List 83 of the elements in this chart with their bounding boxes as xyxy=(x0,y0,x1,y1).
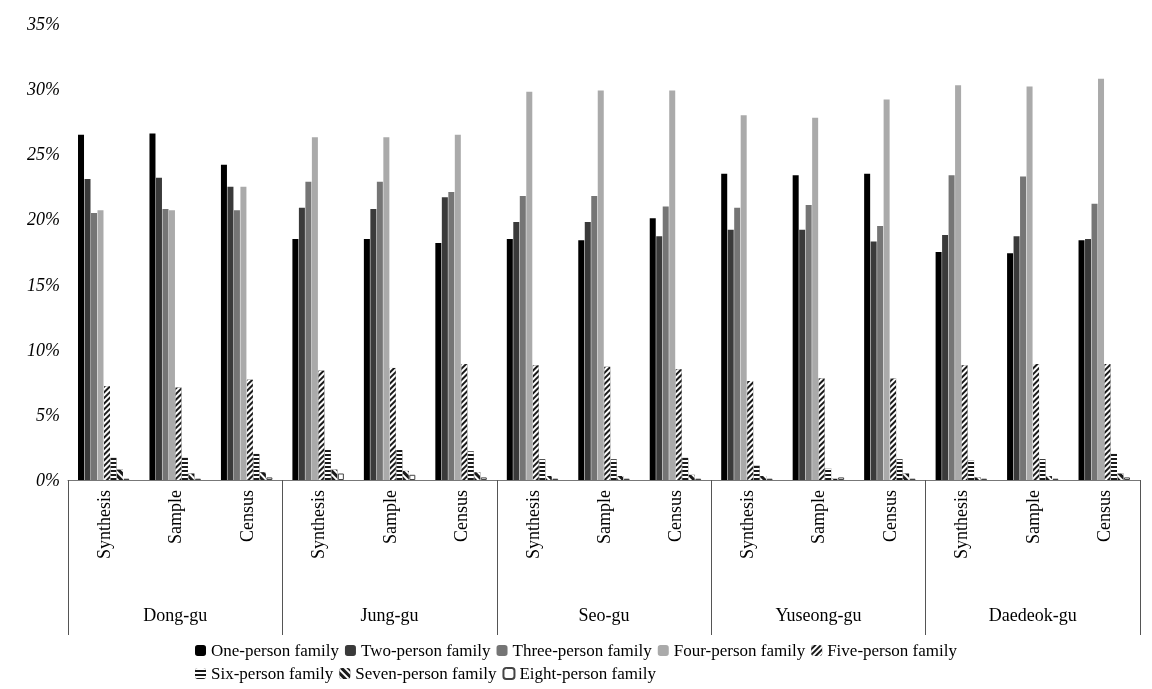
x-tick-label: Sample xyxy=(1022,490,1043,544)
y-tick-label: 35% xyxy=(26,14,60,34)
y-tick-label: 25% xyxy=(27,144,60,165)
bar xyxy=(578,240,585,480)
x-tick-label: Sample xyxy=(594,490,614,544)
bar xyxy=(1098,78,1105,480)
legend-label: Two-person family xyxy=(360,641,492,660)
bar xyxy=(292,238,299,480)
bar xyxy=(454,134,461,480)
bar xyxy=(584,222,591,480)
y-tick-label: 15% xyxy=(27,274,60,295)
bar xyxy=(311,137,318,480)
x-tick-label: Census xyxy=(879,490,900,543)
x-tick-label: Census xyxy=(451,490,472,543)
x-tick-label: Sample xyxy=(808,490,829,544)
bar xyxy=(155,177,162,480)
x-tick-label: Census xyxy=(1094,490,1115,543)
bar xyxy=(298,207,305,480)
bar xyxy=(240,186,247,480)
x-tick-label: Synthesis xyxy=(951,490,972,560)
x-tick-label: Synthesis xyxy=(93,490,114,560)
x-tick-label: Census xyxy=(236,490,257,543)
bar xyxy=(1007,253,1014,480)
bar xyxy=(1078,240,1085,480)
text: Jung-gu xyxy=(360,605,419,625)
bar xyxy=(84,179,91,480)
text: Seo-gu xyxy=(578,605,630,625)
bar xyxy=(812,117,819,480)
bar xyxy=(799,229,806,480)
bar xyxy=(168,210,175,480)
bar xyxy=(149,133,156,480)
x-tick-label: Census xyxy=(665,490,686,543)
y-tick-label: 0% xyxy=(36,470,60,490)
bar xyxy=(383,137,390,480)
bar xyxy=(649,218,656,480)
x-tick-label: Sample xyxy=(165,490,186,544)
legend-label: Five-person family xyxy=(827,641,958,660)
bar xyxy=(721,173,728,480)
bar xyxy=(441,197,448,480)
bar xyxy=(1013,236,1020,480)
x-tick-label: Synthesis xyxy=(522,490,543,560)
legend-label: Six-person family xyxy=(211,664,334,683)
legend-label: Four-person family xyxy=(673,641,806,660)
legend-label: Seven-person family xyxy=(355,664,497,683)
bar xyxy=(740,115,747,480)
text: Dong-gu xyxy=(143,605,208,625)
x-tick-label: Synthesis xyxy=(308,490,329,560)
y-tick-label: 10% xyxy=(27,339,60,360)
bar xyxy=(227,186,234,480)
bar xyxy=(337,473,344,480)
bar xyxy=(526,91,533,480)
text: Daedeok-gu xyxy=(988,605,1077,625)
legend-label: Eight-person family xyxy=(519,664,657,683)
bar xyxy=(669,90,676,480)
bar xyxy=(955,85,962,480)
bar xyxy=(870,241,877,480)
bar xyxy=(597,90,604,480)
bar xyxy=(363,238,370,480)
legend-label: Three-person family xyxy=(512,641,653,660)
bar xyxy=(792,175,799,480)
bar xyxy=(220,164,227,480)
bar xyxy=(506,238,513,480)
bar xyxy=(656,236,663,480)
text: Yuseong-gu xyxy=(775,605,862,625)
bar xyxy=(435,242,442,480)
bar xyxy=(78,134,85,480)
bar xyxy=(1026,86,1033,480)
bar xyxy=(864,173,871,480)
bar xyxy=(513,222,520,480)
legend-label: One-person family xyxy=(211,641,340,660)
x-tick-label: Sample xyxy=(379,490,400,544)
y-tick-label: 30% xyxy=(26,79,60,100)
bar xyxy=(370,209,377,480)
bar xyxy=(935,252,942,480)
bar xyxy=(409,474,416,480)
y-tick-label: 5% xyxy=(36,404,60,425)
bar xyxy=(942,235,949,480)
bar xyxy=(97,210,104,480)
y-tick-label: 20% xyxy=(27,209,60,230)
x-tick-label: Synthesis xyxy=(736,490,757,560)
bar xyxy=(883,99,890,480)
bar xyxy=(727,229,734,480)
bar xyxy=(1085,238,1092,480)
